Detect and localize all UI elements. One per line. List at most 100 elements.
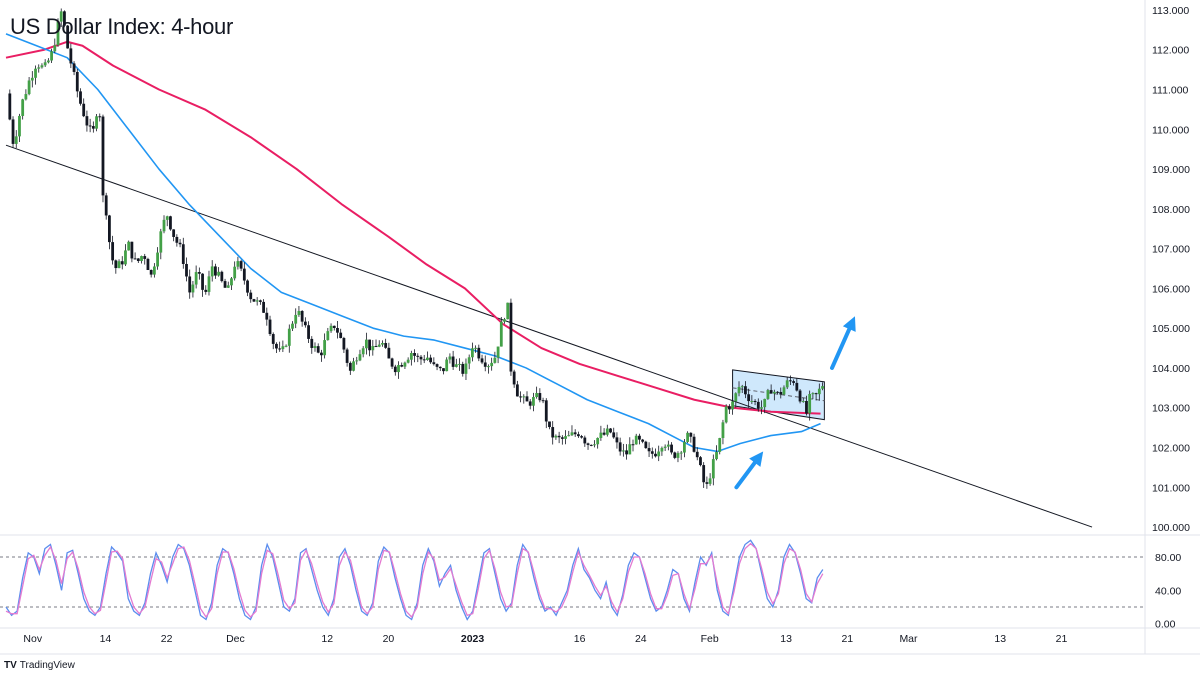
candle-body [265,312,269,320]
candle-body [242,268,246,281]
candle-body [300,311,304,322]
candle-body [711,459,715,479]
candle-body [596,437,600,445]
candle-body [769,390,773,394]
candle-body [503,319,506,322]
candle-body [544,400,548,422]
bullish-arrow-shaft [830,327,852,370]
candle-body [181,244,185,264]
candle-body [541,400,545,402]
candle-body [422,359,426,361]
candle-body [766,390,770,399]
candle-body [85,116,89,126]
candle-body [130,241,134,259]
price-tick-label: 103.000 [1152,403,1190,415]
candle-body [50,51,53,61]
candle-body [429,357,433,363]
price-tick-label: 112.000 [1152,45,1189,57]
candle-body [554,435,558,438]
candle-body [750,400,754,402]
candle-body [467,357,471,364]
candle-body [104,195,108,216]
candle-body [59,11,63,22]
candle-body [785,380,789,388]
candle-body [660,447,664,452]
candle-body [657,451,661,457]
candle-body [705,482,709,484]
candle-body [416,355,420,357]
tradingview-logo-icon: TV [4,660,17,671]
candle-body [593,444,596,446]
candle-body [621,450,625,452]
candle-body [753,400,757,402]
candle-body [644,441,648,449]
candle-body [602,432,606,435]
candle-body [670,444,673,453]
candle-body [586,443,590,445]
candle-body [419,356,423,360]
candle-body [24,94,28,100]
candle-body [506,302,510,320]
candle-body [480,358,484,363]
candle-body [236,261,240,267]
tradingview-brand[interactable]: TV TradingView [4,660,75,671]
candle-body [207,276,211,292]
candle-body [756,401,760,409]
candle-body [519,396,522,398]
candle-body [323,340,327,356]
candle-body [387,347,391,359]
candle-body [548,421,551,428]
candle-body [487,366,490,368]
candle-body [175,236,179,243]
time-tick-label: 12 [321,633,333,645]
candle-body [599,432,603,438]
candle-body [570,432,574,436]
candle-body [194,272,198,285]
candle-body [329,325,333,332]
candle-body [397,365,400,373]
candle-body [249,292,253,300]
candle-body [146,258,150,271]
time-tick-label: 14 [100,633,112,645]
candle-body [789,380,792,382]
candle-body [348,362,352,371]
time-tick-label: 13 [780,633,792,645]
candle-body [458,363,461,365]
candle-body [805,400,808,414]
candle-body [156,252,159,267]
candle-body [53,45,57,52]
candle-body [609,428,612,433]
candle-body [699,457,702,466]
candle-body [191,284,195,293]
candle-body [275,343,278,349]
candle-body [11,119,15,144]
price-tick-label: 113.000 [1152,5,1189,17]
oscillator-tick-label: 0.00 [1155,619,1176,631]
price-tick-label: 111.000 [1152,85,1189,97]
candle-body [368,339,371,351]
candle-body [727,406,731,410]
candle-body [214,266,217,276]
candle-body [204,289,208,292]
candle-body [159,231,163,253]
candle-body [454,364,458,367]
candle-body [567,435,571,437]
oscillator-line-1 [5,542,824,619]
candle-body [316,346,320,353]
candle-body [605,428,609,435]
candle-body [612,432,616,438]
candle-body [641,439,645,442]
price-tick-label: 100.000 [1152,522,1190,534]
candle-body [393,366,397,373]
candle-body [178,242,182,245]
candle-body [114,260,118,269]
candle-body [760,407,763,409]
time-tick-label: 21 [1056,633,1068,645]
candle-body [197,272,201,274]
candle-body [82,103,86,117]
time-tick-label: Dec [226,633,245,645]
time-tick-label: 22 [161,633,173,645]
candle-body [223,281,227,288]
time-tick-label: 2023 [461,633,485,645]
candle-body [371,346,375,351]
